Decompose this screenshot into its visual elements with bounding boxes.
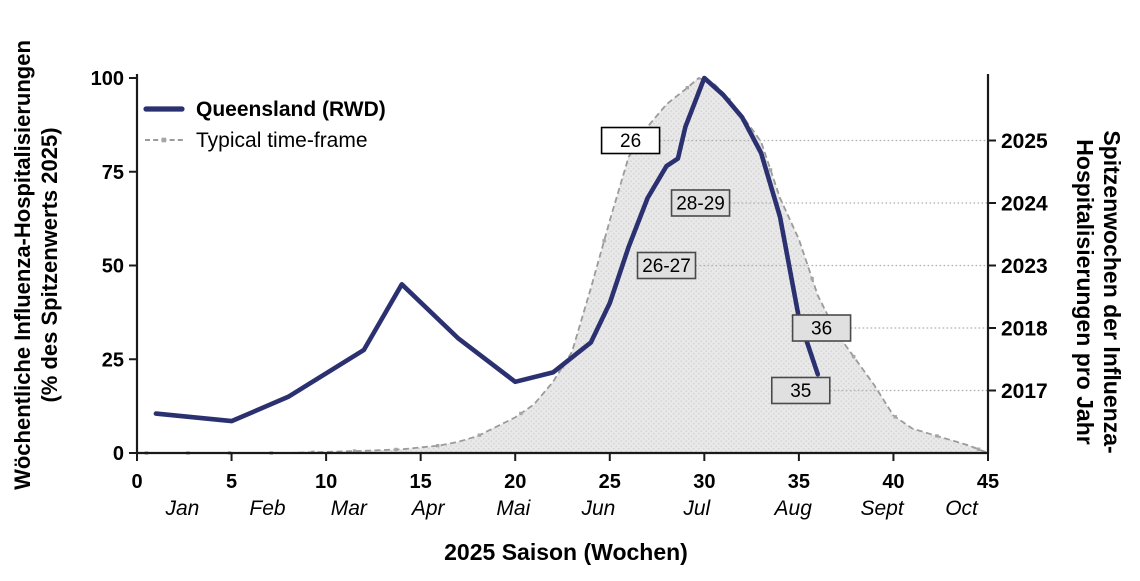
x-tick-label: 40 (882, 471, 904, 493)
x-tick-label: 35 (788, 471, 810, 493)
typical-marker (810, 276, 814, 281)
annotation-label: 36 (811, 319, 832, 340)
year-label-2025: 2025 (1001, 130, 1048, 153)
year-label-2018: 2018 (1001, 318, 1048, 341)
legend-typical-swatch-marker (161, 137, 167, 143)
annotation-box (791, 314, 852, 342)
x-tick-label: 15 (410, 471, 432, 493)
typical-area (137, 78, 988, 453)
typical-marker (852, 354, 856, 359)
left-axis-title-line2: (% des Spitzenwerts 2025) (37, 127, 62, 402)
month-label-feb: Feb (249, 497, 286, 520)
month-label-jun: Jun (581, 497, 616, 520)
annotation-28-29: 28-29 (670, 189, 731, 217)
typical-outline (137, 76, 989, 454)
y-tick-label: 50 (102, 256, 124, 278)
month-label-sept: Sept (860, 497, 904, 520)
annotation-26-27: 26-27 (636, 251, 697, 280)
annotation-box (770, 376, 831, 405)
month-label-jan: Jan (164, 497, 199, 520)
year-label-2024: 2024 (1001, 192, 1048, 215)
typical-marker (893, 415, 898, 419)
x-tick-label: 30 (693, 471, 715, 493)
annotation-label: 28-29 (676, 193, 725, 214)
typical-marker (602, 239, 606, 243)
typical-marker (519, 411, 523, 416)
annotation-box (670, 189, 731, 217)
annotation-box (636, 251, 697, 280)
month-label-mar: Mar (331, 497, 368, 520)
x-tick-label: 25 (599, 471, 621, 493)
left-axis-title-line1: Wöchentliche Influenza-Hospitalisierunge… (10, 40, 35, 490)
typical-marker (685, 85, 690, 90)
legend-typical-label: Typical time-frame (196, 129, 368, 152)
annotation-26: 26 (600, 126, 661, 155)
month-label-apr: Apr (410, 497, 446, 520)
right-axis-title-line1: Spitzenwochen der Influenza- (1099, 130, 1125, 453)
annotation-label: 35 (790, 381, 811, 402)
typical-marker (935, 434, 939, 438)
annotation-36: 36 (791, 314, 852, 342)
year-label-2017: 2017 (1001, 380, 1048, 403)
x-tick-label: 0 (131, 471, 142, 493)
x-tick-label: 20 (504, 471, 526, 493)
typical-marker (394, 447, 398, 452)
typical-marker (352, 449, 357, 453)
typical-marker (435, 443, 440, 448)
y-tick-label: 0 (113, 443, 124, 465)
right-axis-title-line2: Hospitalisierungen pro Jahr (1072, 139, 1098, 444)
month-label-jul: Jul (682, 497, 711, 520)
typical-marker (477, 433, 481, 437)
x-tick-label: 10 (315, 471, 337, 493)
month-label-mai: Mai (496, 497, 531, 520)
annotation-box (600, 126, 661, 155)
typical-marker (768, 168, 773, 172)
y-tick-label: 25 (102, 349, 124, 371)
year-label-2023: 2023 (1001, 255, 1048, 278)
x-axis-title: 2025 Saison (Wochen) (444, 539, 688, 565)
queensland-line (153, 75, 821, 424)
legend-queensland-label: Queensland (RWD) (196, 98, 386, 121)
typical-marker (976, 447, 981, 451)
x-tick-label: 5 (226, 471, 237, 493)
month-label-oct: Oct (945, 497, 979, 520)
month-label-aug: Aug (773, 497, 813, 520)
y-tick-label: 100 (91, 68, 124, 90)
y-tick-label: 75 (102, 162, 124, 184)
annotation-label: 26 (620, 131, 641, 152)
x-tick-label: 45 (977, 471, 999, 493)
annotation-35: 35 (770, 376, 831, 405)
annotation-label: 26-27 (642, 256, 691, 277)
